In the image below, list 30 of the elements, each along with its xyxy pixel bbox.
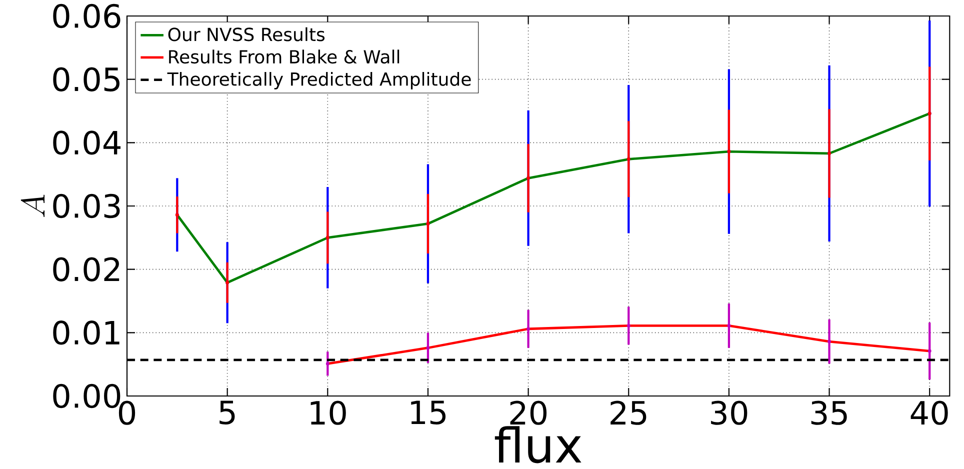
- y-tick-label: 0.00: [53, 384, 120, 408]
- legend-label: Our NVSS Results: [168, 27, 325, 42]
- y-tick-label: 0.04: [53, 130, 120, 155]
- point: [526, 327, 530, 331]
- x-tick-label: 15: [411, 400, 446, 424]
- y-tick-label: 0.02: [53, 257, 120, 282]
- point: [326, 362, 330, 366]
- point: [727, 324, 731, 328]
- x-tick-label: 40: [910, 400, 948, 425]
- x-tick-label: 30: [711, 400, 748, 425]
- x-tick-label: 0: [118, 400, 136, 425]
- point: [928, 349, 932, 353]
- point: [426, 346, 430, 350]
- line-series: [326, 324, 931, 365]
- x-tick-label: 20: [510, 400, 547, 425]
- x-tick-label: 5: [220, 400, 235, 424]
- x-tick-label: 10: [310, 400, 346, 425]
- legend-label: Theoretically Predicted Amplitude: [167, 72, 471, 90]
- y-tick-label: 0.03: [53, 194, 120, 218]
- y-tick-label: 0.01: [53, 320, 120, 345]
- point: [626, 324, 630, 328]
- legend-label: Results From Blake & Wall: [169, 50, 400, 64]
- y-axis-title: $A$: [20, 194, 45, 218]
- x-tick-label: 25: [610, 400, 646, 425]
- y-tick-label: 0.05: [53, 67, 120, 92]
- x-tick-label: 35: [811, 400, 847, 425]
- x-axis-title: flux: [494, 426, 582, 464]
- point: [828, 340, 832, 344]
- y-tick-label: 0.06: [53, 4, 120, 28]
- line-series: [176, 112, 931, 284]
